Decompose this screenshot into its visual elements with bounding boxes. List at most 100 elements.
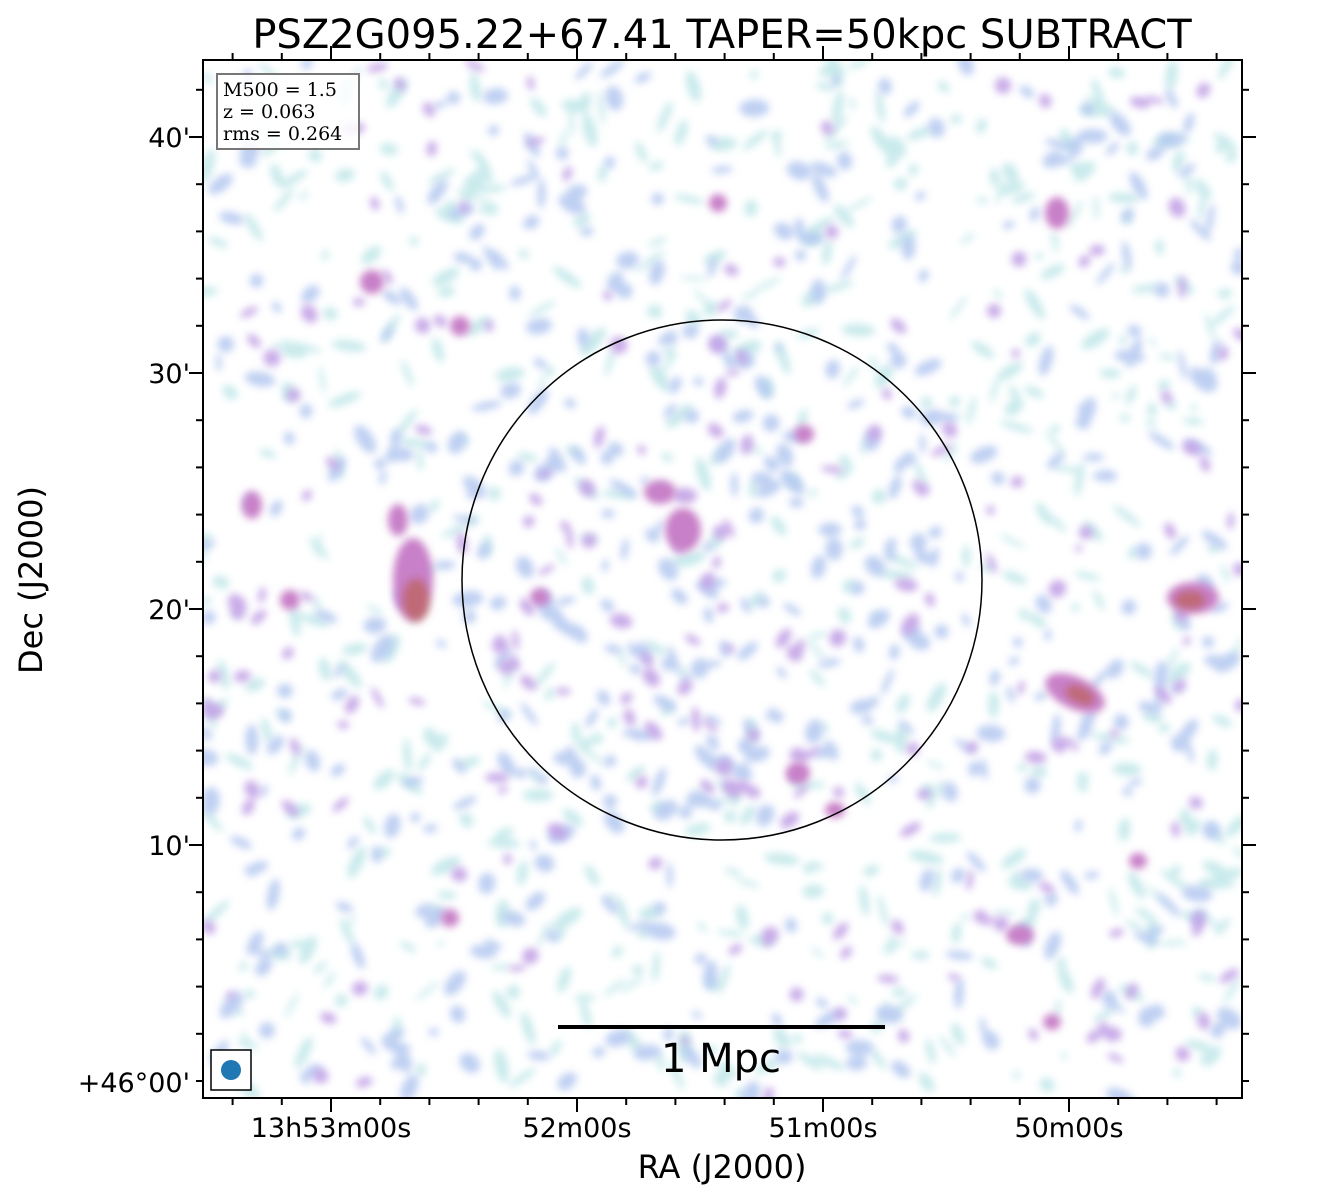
emission-peak <box>1219 968 1239 984</box>
emission-peak <box>581 533 597 549</box>
emission-filament <box>313 596 322 615</box>
emission-filament <box>962 545 971 568</box>
emission-blob <box>1151 1003 1165 1019</box>
emission-filament <box>478 205 499 215</box>
emission-filament <box>796 1051 823 1071</box>
central-emission <box>730 472 738 498</box>
emission-blob <box>299 403 313 419</box>
emission-blob <box>478 872 496 895</box>
emission-peak <box>451 866 468 882</box>
emission-peak <box>433 314 447 328</box>
emission-blob <box>502 910 526 927</box>
central-emission <box>954 571 965 582</box>
central-emission <box>564 398 576 409</box>
central-emission <box>555 687 571 696</box>
emission-filament <box>911 950 930 960</box>
emission-blob <box>469 223 485 241</box>
emission-blob <box>246 931 264 956</box>
emission-blob <box>254 949 272 957</box>
emission-blob <box>534 854 555 873</box>
emission-peak <box>371 687 384 709</box>
emission-peak <box>728 943 743 955</box>
emission-peak <box>897 1029 910 1043</box>
emission-peak <box>773 257 786 268</box>
central-emission <box>565 524 574 549</box>
emission-peak <box>485 772 509 783</box>
emission-blob <box>402 776 424 787</box>
emission-blob <box>919 409 946 426</box>
emission-blob <box>1184 737 1194 764</box>
emission-filament <box>815 82 834 91</box>
central-emission <box>637 445 647 455</box>
central-emission <box>601 509 615 519</box>
emission-blob <box>471 400 502 412</box>
emission-peak <box>1010 476 1024 488</box>
emission-filament <box>723 810 737 823</box>
emission-filament <box>436 940 445 946</box>
emission-peak <box>1191 925 1202 936</box>
emission-blob <box>410 812 421 823</box>
emission-blob <box>533 357 547 369</box>
central-emission <box>654 800 678 821</box>
emission-filament <box>539 376 546 387</box>
central-emission <box>522 515 535 528</box>
emission-blob <box>271 301 282 313</box>
emission-blob <box>390 428 402 448</box>
emission-filament <box>742 130 768 150</box>
emission-peak <box>244 780 261 799</box>
central-emission <box>928 526 943 539</box>
emission-peak <box>1191 911 1206 931</box>
scale-bar: 1 Mpc <box>558 1025 885 1082</box>
emission-filament <box>509 1067 536 1088</box>
emission-filament <box>1172 1068 1182 1078</box>
central-emission <box>805 719 824 744</box>
emission-filament <box>685 70 701 102</box>
emission-blob <box>707 257 717 277</box>
emission-filament <box>886 935 896 955</box>
emission-filament <box>1058 967 1074 994</box>
emission-filament <box>908 163 919 176</box>
emission-peak <box>1051 736 1068 753</box>
emission-filament <box>1198 973 1217 982</box>
emission-filament <box>298 935 317 964</box>
emission-filament <box>580 327 606 356</box>
emission-peak <box>931 443 952 457</box>
emission-filament <box>635 250 666 272</box>
emission-filament <box>428 499 440 512</box>
emission-blob <box>428 1027 439 1037</box>
emission-filament <box>373 984 389 1000</box>
emission-blob <box>1148 926 1165 935</box>
emission-peak <box>866 424 883 442</box>
emission-filament <box>797 328 820 339</box>
emission-filament <box>607 717 618 728</box>
emission-filament <box>244 989 255 999</box>
emission-filament <box>1127 871 1146 899</box>
emission-blob <box>607 442 624 457</box>
emission-filament <box>1202 860 1230 879</box>
emission-filament <box>918 1072 935 1093</box>
emission-filament <box>1135 907 1155 922</box>
emission-filament <box>1035 502 1053 526</box>
emission-filament <box>559 128 568 150</box>
emission-blob <box>509 285 521 301</box>
emission-filament <box>537 921 551 947</box>
emission-blob <box>564 184 588 202</box>
emission-filament <box>516 860 528 886</box>
emission-filament <box>1126 141 1139 156</box>
emission-blob <box>1084 871 1100 880</box>
emission-peak <box>289 737 300 756</box>
emission-blob <box>1154 660 1169 693</box>
emission-blob <box>918 269 929 283</box>
emission-peak <box>986 303 1002 319</box>
central-emission <box>708 335 727 354</box>
emission-blob <box>722 350 736 370</box>
bright-source <box>1129 853 1147 869</box>
emission-filament <box>346 916 357 926</box>
emission-filament <box>773 1028 791 1049</box>
central-emission <box>783 603 802 616</box>
emission-blob <box>798 232 824 245</box>
emission-filament <box>1026 613 1047 628</box>
emission-filament <box>834 204 854 228</box>
emission-peak <box>352 981 368 996</box>
plot-background <box>203 60 1242 1098</box>
